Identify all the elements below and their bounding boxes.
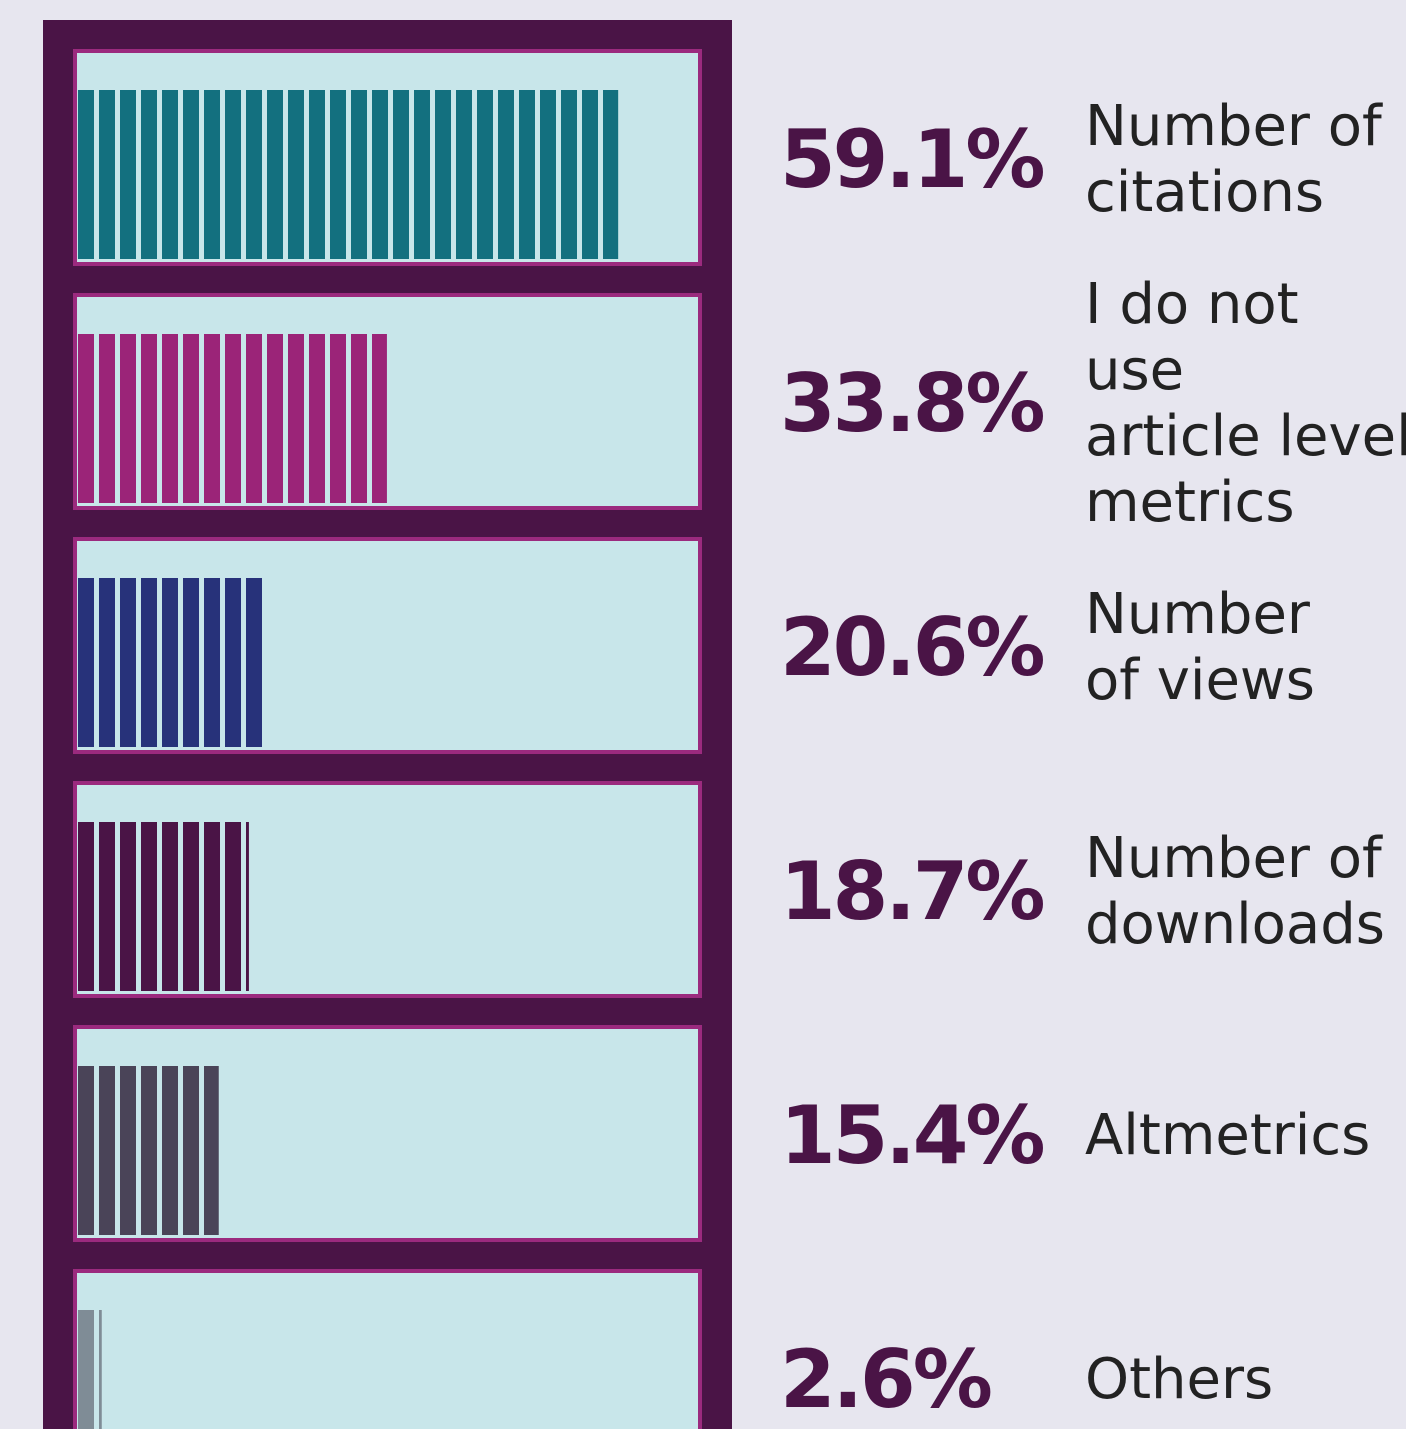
book-gap xyxy=(136,822,141,991)
book-gap xyxy=(136,334,141,503)
value-label: 15.4% xyxy=(780,1088,1046,1182)
category-label: Number of views xyxy=(1085,581,1315,713)
book-gap xyxy=(367,334,372,503)
book-gap xyxy=(94,578,99,747)
book-gap xyxy=(493,90,498,259)
book-gap xyxy=(304,334,309,503)
book-gap xyxy=(430,90,435,259)
book-gap xyxy=(94,1066,99,1235)
book-gap xyxy=(115,822,120,991)
book-gap xyxy=(199,90,204,259)
book-gap xyxy=(241,578,246,747)
book-gap xyxy=(514,90,519,259)
book-gap xyxy=(409,90,414,259)
book-gap xyxy=(199,822,204,991)
book-gap xyxy=(472,90,477,259)
book-gap xyxy=(115,90,120,259)
book-gap xyxy=(178,90,183,259)
book-gap xyxy=(94,822,99,991)
book-gap xyxy=(535,90,540,259)
book-gap xyxy=(178,334,183,503)
book-gap xyxy=(220,822,225,991)
category-label: Altmetrics xyxy=(1085,1102,1371,1168)
book-gap xyxy=(241,334,246,503)
book-gap xyxy=(136,90,141,259)
book-gap xyxy=(199,334,204,503)
book-gap xyxy=(136,578,141,747)
category-label: Number of citations xyxy=(1085,93,1382,225)
book-gap xyxy=(115,1066,120,1235)
book-gap xyxy=(346,334,351,503)
book-gap xyxy=(262,90,267,259)
book-gap xyxy=(220,334,225,503)
category-label: Others xyxy=(1085,1346,1274,1412)
book-gap xyxy=(262,578,267,747)
value-label: 18.7% xyxy=(780,844,1046,938)
book-gap xyxy=(325,90,330,259)
book-gap xyxy=(115,334,120,503)
bar xyxy=(78,578,267,747)
value-label: 2.6% xyxy=(780,1332,993,1426)
value-label: 20.6% xyxy=(780,600,1046,694)
book-gap xyxy=(220,578,225,747)
book-gap xyxy=(220,90,225,259)
category-label: I do not use article level metrics xyxy=(1085,271,1406,535)
book-gap xyxy=(388,90,393,259)
book-gap xyxy=(304,90,309,259)
book-gap xyxy=(136,1066,141,1235)
book-gap xyxy=(262,334,267,503)
book-gap xyxy=(199,1066,204,1235)
book-gap xyxy=(94,1310,99,1429)
book-gap xyxy=(178,578,183,747)
book-gap xyxy=(346,90,351,259)
value-label: 33.8% xyxy=(780,356,1046,450)
category-label: Number of downloads xyxy=(1085,825,1385,957)
book-gap xyxy=(556,90,561,259)
book-gap xyxy=(577,90,582,259)
bar xyxy=(78,334,387,503)
bar xyxy=(78,1066,219,1235)
book-gap xyxy=(241,822,246,991)
book-gap xyxy=(178,822,183,991)
book-gap xyxy=(199,578,204,747)
book-gap xyxy=(94,334,99,503)
book-gap xyxy=(367,90,372,259)
book-gap xyxy=(157,90,162,259)
book-gap xyxy=(157,1066,162,1235)
book-gap xyxy=(178,1066,183,1235)
book-gap xyxy=(157,578,162,747)
book-gap xyxy=(283,90,288,259)
book-gap xyxy=(241,90,246,259)
book-gap xyxy=(283,334,288,503)
book-gap xyxy=(157,822,162,991)
book-gap xyxy=(598,90,603,259)
book-gap xyxy=(325,334,330,503)
shelf-compartment xyxy=(73,1269,702,1429)
book-gap xyxy=(157,334,162,503)
book-gap xyxy=(115,578,120,747)
book-gap xyxy=(94,90,99,259)
book-gap xyxy=(451,90,456,259)
value-label: 59.1% xyxy=(780,112,1046,206)
